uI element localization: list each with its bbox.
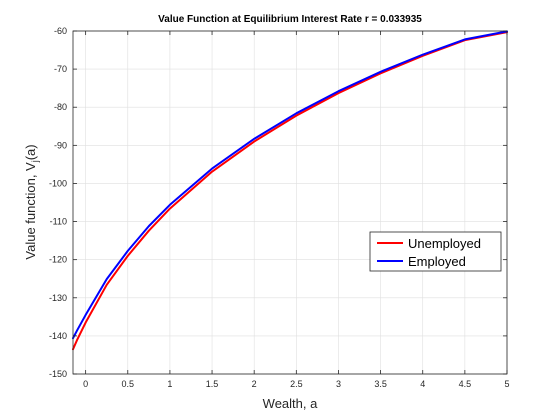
x-tick-label: 1.5: [206, 379, 219, 389]
plot-background: [73, 31, 507, 374]
legend-label-unemployed: Unemployed: [408, 236, 481, 251]
x-tick-label: 0.5: [122, 379, 135, 389]
y-tick-label: -140: [49, 331, 67, 341]
chart-title: Value Function at Equilibrium Interest R…: [158, 14, 422, 25]
x-tick-label: 3: [336, 379, 341, 389]
x-tick-label: 2: [252, 379, 257, 389]
x-tick-label: 2.5: [290, 379, 303, 389]
y-tick-label: -80: [54, 102, 67, 112]
legend: Unemployed Employed: [369, 231, 502, 272]
x-tick-label: 1: [167, 379, 172, 389]
legend-box: [369, 231, 502, 272]
y-tick-label: -110: [50, 217, 67, 227]
x-tick-label: 0: [83, 379, 88, 389]
y-tick-label: -100: [49, 178, 67, 188]
y-tick-label: -90: [54, 140, 67, 150]
y-tick-label: -60: [54, 26, 67, 36]
plot-frame: [72, 30, 508, 375]
y-tick-label: -70: [54, 64, 67, 74]
x-tick-label: 5: [504, 379, 509, 389]
axis-ticks: 0 0.5 1 1.5 2 2.5 3 3.5 4 4.5 5 -150 -140 -130 -120 -11…: [49, 26, 510, 389]
y-axis-label: Value function, Vj(a): [23, 144, 40, 259]
y-axis-label-subscript: j: [30, 160, 40, 163]
series-line-unemployed: [72, 31, 508, 351]
x-tick-label: 3.5: [374, 379, 387, 389]
x-axis-label: Wealth, a: [263, 396, 318, 411]
x-tick-label: 4: [420, 379, 425, 389]
legend-label-employed: Employed: [408, 254, 466, 269]
x-tick-label: 4.5: [459, 379, 472, 389]
y-axis-label-tail: (a): [23, 144, 38, 160]
series-line-employed: [72, 30, 508, 340]
y-axis-label-main: Value function, V: [23, 162, 38, 260]
series-layer: [72, 30, 508, 351]
y-tick-label: -150: [49, 369, 67, 379]
y-tick-label: -120: [49, 255, 67, 265]
y-tick-label: -130: [49, 293, 67, 303]
